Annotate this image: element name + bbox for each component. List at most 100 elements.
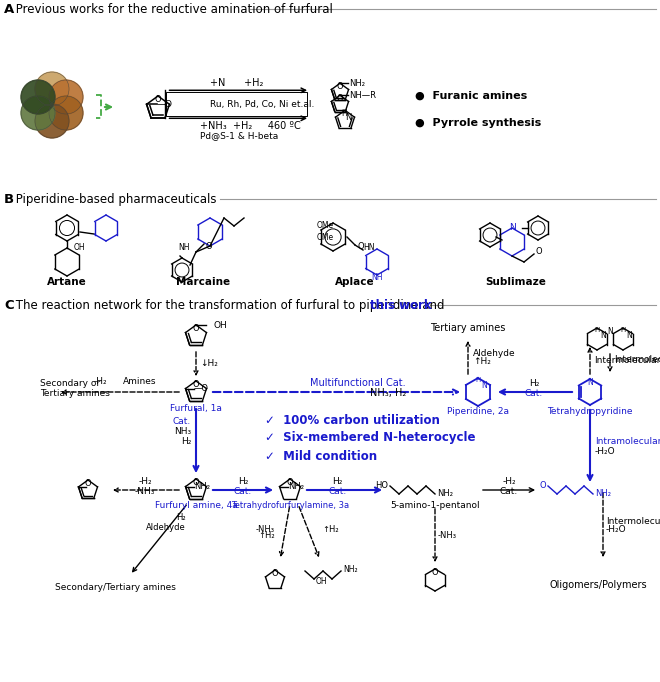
Text: O: O: [286, 478, 293, 487]
Text: ↑H₂: ↑H₂: [322, 524, 339, 533]
Text: Aplace: Aplace: [335, 277, 375, 287]
Text: Cat.: Cat.: [525, 389, 543, 398]
Text: O: O: [539, 481, 546, 490]
Text: H₂: H₂: [238, 477, 248, 486]
Text: NH₂: NH₂: [343, 565, 358, 574]
Circle shape: [49, 96, 83, 130]
Text: -NH₃: -NH₃: [256, 524, 275, 533]
Text: O: O: [84, 479, 91, 488]
Text: Intramolecular: Intramolecular: [595, 436, 660, 445]
Text: O: O: [337, 83, 343, 91]
Text: B: B: [4, 193, 14, 206]
Text: Tetrahydropyridine: Tetrahydropyridine: [547, 408, 633, 417]
Text: —O: —O: [193, 384, 209, 393]
Text: A: A: [4, 3, 15, 16]
Circle shape: [21, 96, 55, 130]
Circle shape: [35, 72, 69, 106]
Text: NH₃: NH₃: [174, 428, 191, 436]
Text: Piperidine-based pharmaceuticals: Piperidine-based pharmaceuticals: [12, 193, 216, 206]
Text: H: H: [620, 327, 626, 333]
Text: -H₂: -H₂: [138, 477, 152, 486]
Text: O: O: [272, 569, 279, 578]
Text: H₂: H₂: [529, 379, 539, 387]
Text: Multifunctional Cat.: Multifunctional Cat.: [310, 378, 406, 388]
Text: H: H: [341, 109, 347, 118]
Text: C: C: [4, 299, 14, 312]
Text: Intermolecular: Intermolecular: [594, 356, 660, 365]
Text: O: O: [193, 324, 199, 333]
Text: N: N: [345, 113, 351, 122]
Text: Marcaine: Marcaine: [176, 277, 230, 287]
Text: ✓  Mild condition: ✓ Mild condition: [265, 449, 377, 462]
Text: N: N: [587, 378, 593, 387]
Text: Furfural, 1a: Furfural, 1a: [170, 404, 222, 413]
Text: Piperidine, 2a: Piperidine, 2a: [447, 408, 509, 417]
Text: NH₂: NH₂: [595, 490, 611, 499]
Text: O: O: [432, 568, 438, 577]
Text: NH₃, H₂: NH₃, H₂: [370, 388, 407, 398]
Text: NH—R: NH—R: [349, 91, 376, 100]
Text: Cat.: Cat.: [234, 486, 252, 496]
Circle shape: [35, 104, 69, 138]
Circle shape: [21, 80, 55, 114]
Text: ↓H₂: ↓H₂: [200, 359, 218, 368]
Text: -NH₃: -NH₃: [135, 486, 155, 496]
Text: ✓  Six-membered N-heterocycle: ✓ Six-membered N-heterocycle: [265, 432, 475, 445]
Text: +NH₃  +H₂     460 ºC: +NH₃ +H₂ 460 ºC: [200, 121, 301, 132]
Text: Artane: Artane: [47, 277, 87, 287]
Text: HN: HN: [363, 243, 374, 252]
Text: H₂: H₂: [176, 512, 186, 522]
Text: N: N: [607, 327, 613, 336]
Text: -H₂: -H₂: [502, 477, 516, 486]
Text: -H₂: -H₂: [93, 378, 107, 387]
Text: OH: OH: [74, 243, 86, 252]
Text: Sublimaze: Sublimaze: [486, 277, 546, 287]
Text: ↑H₂: ↑H₂: [258, 531, 275, 539]
Text: O: O: [154, 95, 161, 104]
Text: -H₂O: -H₂O: [606, 524, 626, 533]
Text: Cat.: Cat.: [500, 486, 518, 496]
Text: NH: NH: [371, 273, 383, 282]
Text: O: O: [205, 242, 212, 251]
Text: ●  Furanic amines: ● Furanic amines: [415, 90, 527, 100]
Text: NH₂: NH₂: [349, 79, 365, 88]
Text: Cat.: Cat.: [329, 486, 346, 496]
Text: Aldehyde: Aldehyde: [147, 522, 186, 531]
Text: OMe: OMe: [317, 220, 334, 230]
Text: Tertiary amines: Tertiary amines: [40, 389, 110, 398]
Text: OMe: OMe: [317, 233, 334, 241]
Text: OH: OH: [213, 321, 227, 329]
Text: -NH₃: -NH₃: [438, 531, 457, 540]
Text: NH: NH: [178, 243, 190, 252]
Text: 5-amino-1-pentanol: 5-amino-1-pentanol: [390, 501, 480, 511]
Text: Secondary/Tertiary amines: Secondary/Tertiary amines: [55, 584, 176, 593]
Text: H₂: H₂: [333, 477, 343, 486]
Text: H: H: [475, 377, 480, 383]
Text: Secondary or: Secondary or: [40, 379, 100, 387]
Text: -H₂O: -H₂O: [595, 447, 616, 456]
Text: N: N: [481, 381, 487, 390]
Text: N: N: [509, 224, 515, 233]
Text: Intermolecular: Intermolecular: [606, 516, 660, 526]
Text: H: H: [595, 327, 600, 333]
Text: O: O: [536, 248, 543, 256]
Text: Furfuryl amine, 4a: Furfuryl amine, 4a: [154, 501, 238, 511]
Text: OH: OH: [315, 577, 327, 586]
Text: Oligomers/Polymers: Oligomers/Polymers: [549, 580, 647, 590]
Bar: [166, 92, 307, 117]
Text: H₂: H₂: [181, 437, 191, 447]
Text: Cat.: Cat.: [173, 417, 191, 426]
Text: Pd@S-1 & H-beta: Pd@S-1 & H-beta: [200, 131, 279, 140]
Text: The reaction network for the transformation of furfural to piperidine and: The reaction network for the transformat…: [12, 299, 448, 312]
Text: +N      +H₂: +N +H₂: [210, 78, 263, 88]
Text: Tetrahydrofurfurylamine, 3a: Tetrahydrofurfurylamine, 3a: [231, 501, 349, 511]
Text: this work: this work: [370, 299, 432, 312]
Text: N: N: [600, 331, 606, 340]
Text: ✓  100% carbon utilization: ✓ 100% carbon utilization: [265, 413, 440, 426]
Text: Previous works for the reductive amination of furfural: Previous works for the reductive aminati…: [12, 3, 333, 16]
Text: N: N: [626, 331, 632, 340]
Text: ●  Pyrrole synthesis: ● Pyrrole synthesis: [415, 118, 541, 128]
Text: ↑H₂: ↑H₂: [473, 357, 491, 366]
Text: Tertiary amines: Tertiary amines: [430, 323, 506, 333]
Text: Amines: Amines: [123, 378, 157, 387]
